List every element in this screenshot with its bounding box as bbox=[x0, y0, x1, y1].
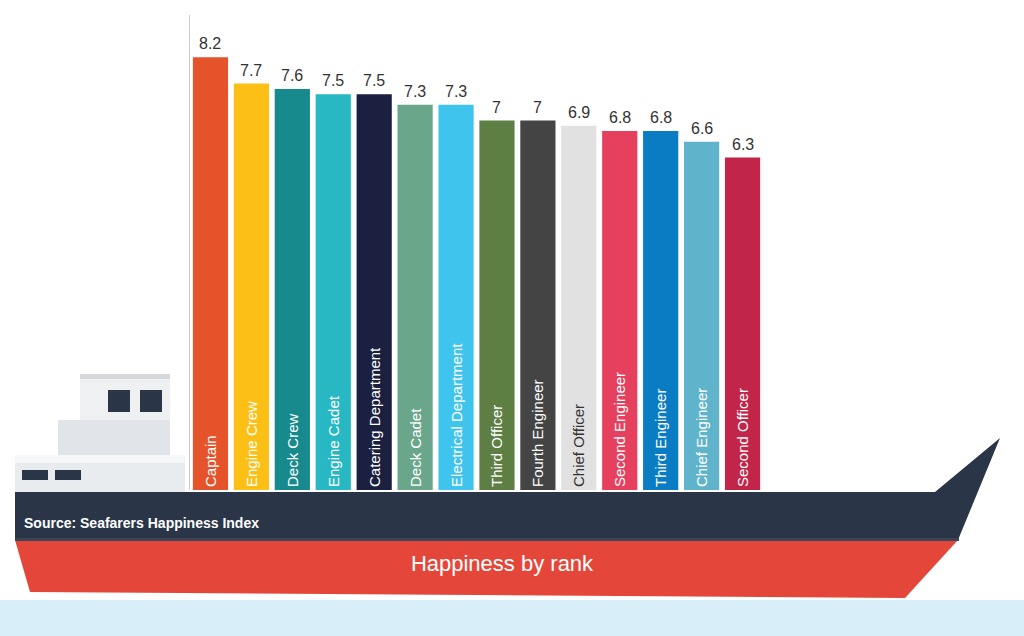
svg-text:Second Engineer: Second Engineer bbox=[611, 372, 628, 487]
svg-text:Captain: Captain bbox=[202, 435, 219, 487]
svg-text:6.8: 6.8 bbox=[609, 109, 631, 126]
svg-text:Chief Engineer: Chief Engineer bbox=[693, 388, 710, 487]
svg-text:Third Officer: Third Officer bbox=[488, 405, 505, 487]
svg-text:8.2: 8.2 bbox=[199, 35, 221, 52]
svg-text:6.6: 6.6 bbox=[691, 120, 713, 137]
svg-text:Engine Crew: Engine Crew bbox=[243, 401, 260, 487]
svg-text:Happiness by rank: Happiness by rank bbox=[411, 551, 594, 576]
svg-text:Catering Department: Catering Department bbox=[366, 347, 383, 487]
svg-text:6.3: 6.3 bbox=[732, 136, 754, 153]
svg-text:Deck Crew: Deck Crew bbox=[284, 413, 301, 487]
svg-text:7: 7 bbox=[533, 99, 542, 116]
svg-text:Electrical Department: Electrical Department bbox=[448, 343, 465, 487]
svg-text:Chief Officer: Chief Officer bbox=[570, 404, 587, 487]
svg-text:7.5: 7.5 bbox=[322, 72, 344, 89]
svg-text:6.9: 6.9 bbox=[568, 104, 590, 121]
svg-text:7.5: 7.5 bbox=[363, 72, 385, 89]
svg-text:6.8: 6.8 bbox=[650, 109, 672, 126]
svg-text:Fourth Engineer: Fourth Engineer bbox=[529, 379, 546, 487]
svg-text:Engine Cadet: Engine Cadet bbox=[325, 395, 342, 487]
svg-text:Third Engineer: Third Engineer bbox=[652, 389, 669, 487]
svg-text:Second Officer: Second Officer bbox=[734, 388, 751, 487]
svg-text:Deck Cadet: Deck Cadet bbox=[407, 408, 424, 487]
svg-text:7.3: 7.3 bbox=[445, 83, 467, 100]
svg-text:7.7: 7.7 bbox=[240, 62, 262, 79]
svg-text:Source: Seafarers Happiness In: Source: Seafarers Happiness Index bbox=[24, 515, 259, 531]
svg-text:7.3: 7.3 bbox=[404, 83, 426, 100]
svg-text:7.6: 7.6 bbox=[281, 67, 303, 84]
svg-text:7: 7 bbox=[492, 99, 501, 116]
